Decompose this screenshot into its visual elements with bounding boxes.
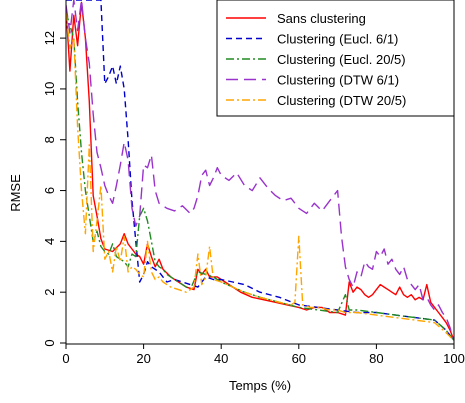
y-tick-label: 4 [42, 238, 57, 245]
series-line-5 [66, 12, 454, 341]
y-tick-label: 2 [42, 289, 57, 296]
x-tick-label: 20 [136, 351, 150, 366]
x-axis: 0 20 40 60 80 100 [62, 0, 465, 366]
legend-label-3: Clustering (Eucl. 20/5) [277, 52, 406, 67]
x-tick-label: 0 [62, 351, 69, 366]
legend-label-1: Sans clustering [277, 11, 366, 26]
x-axis-label: Temps (%) [229, 378, 291, 393]
series-line-1 [66, 1, 454, 341]
legend-label-5: Clustering (DTW 20/5) [277, 93, 406, 108]
legend-box [216, 0, 455, 117]
x-tick-label: 80 [369, 351, 383, 366]
x-tick-label: 60 [292, 351, 306, 366]
x-tick-label: 40 [214, 351, 228, 366]
y-tick-label: 0 [42, 339, 57, 346]
y-tick-label: 8 [42, 136, 57, 143]
legend: Sans clustering Clustering (Eucl. 6/1) Clu… [216, 0, 455, 117]
legend-label-2: Clustering (Eucl. 6/1) [277, 32, 398, 47]
legend-label-4: Clustering (DTW 6/1) [277, 73, 399, 88]
x-tick-label: 100 [443, 351, 465, 366]
y-tick-label: 12 [42, 31, 57, 45]
y-tick-label: 6 [42, 187, 57, 194]
series-line-3 [66, 12, 454, 341]
y-tick-label: 10 [42, 82, 57, 96]
plot-area [66, 0, 454, 341]
series-lines [66, 0, 454, 341]
y-axis: 0 2 4 6 8 10 12 [42, 0, 67, 347]
series-line-4 [66, 0, 454, 341]
y-axis-label: RMSE [8, 174, 23, 212]
